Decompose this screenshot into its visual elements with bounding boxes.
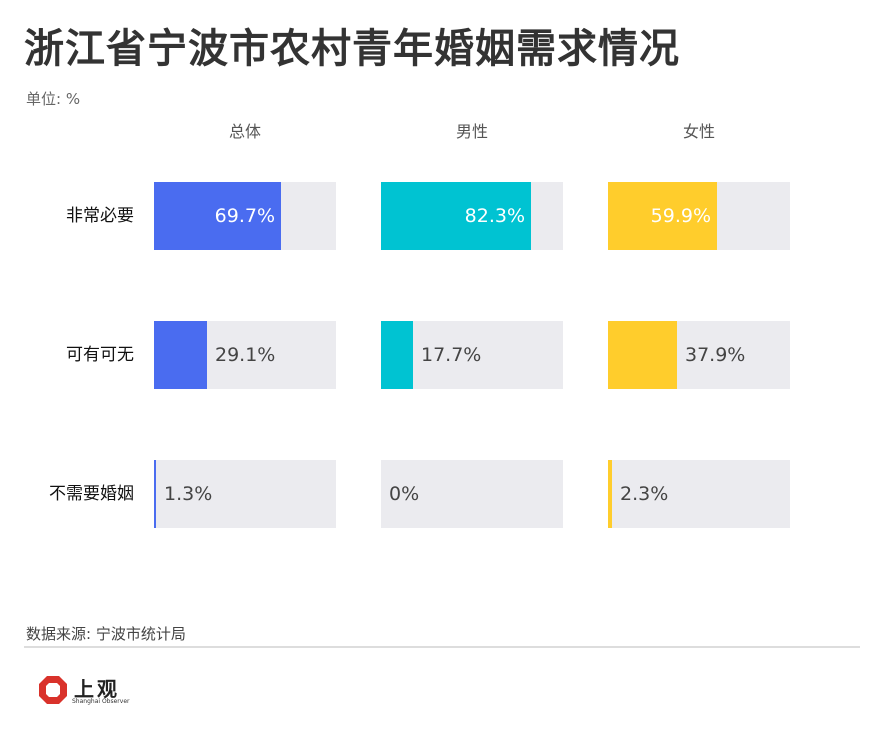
bar-value-label: 29.1% (215, 344, 276, 366)
divider (24, 646, 860, 648)
bar-track: 2.3% (608, 460, 790, 528)
row-label-1: 可有可无 (66, 345, 134, 365)
column-header-1: 男性 (455, 122, 488, 141)
bar (608, 182, 717, 250)
bar-track: 59.9% (608, 182, 790, 250)
bar-track: 37.9% (608, 321, 790, 389)
bar-track: 29.1% (154, 321, 336, 389)
bar-value-label: 17.7% (421, 344, 482, 366)
bar-track: 1.3% (154, 460, 336, 528)
bar-value-label: 69.7% (214, 205, 275, 227)
column-header-2: 女性 (682, 122, 715, 141)
logo: 上观 Shanghai Observer (38, 673, 158, 713)
chart-title: 浙江省宁波市农村青年婚姻需求情况 (24, 26, 680, 72)
bar-track: 82.3% (381, 182, 563, 250)
octagon-logo-icon (39, 676, 67, 704)
bar (154, 182, 281, 250)
logo-name: 上观 (74, 677, 120, 701)
unit-label: 单位: % (26, 90, 81, 108)
bar-value-label: 1.3% (164, 483, 213, 505)
bar-track: 69.7% (154, 182, 336, 250)
bar-value-label: 2.3% (620, 483, 669, 505)
bar (154, 460, 156, 528)
row-label-0: 非常必要 (66, 206, 134, 226)
bar-value-label: 82.3% (464, 205, 525, 227)
bar-track: 17.7% (381, 321, 563, 389)
bar-value-label: 0% (389, 483, 420, 505)
logo-subtitle: Shanghai Observer (72, 698, 130, 705)
bar-value-label: 37.9% (685, 344, 746, 366)
row-label-2: 不需要婚姻 (49, 484, 134, 504)
data-source: 数据来源: 宁波市统计局 (26, 625, 186, 643)
column-header-0: 总体 (228, 122, 261, 141)
bar (381, 321, 413, 389)
bar (608, 460, 612, 528)
bar (608, 321, 677, 389)
bar (381, 182, 531, 250)
bar (154, 321, 207, 389)
bar-value-label: 59.9% (650, 205, 711, 227)
bar-track: 0% (381, 460, 563, 528)
